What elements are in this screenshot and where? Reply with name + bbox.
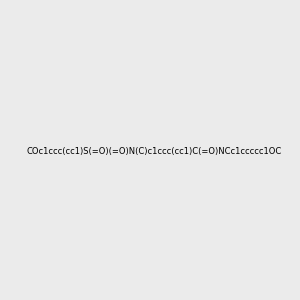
Text: COc1ccc(cc1)S(=O)(=O)N(C)c1ccc(cc1)C(=O)NCc1ccccc1OC: COc1ccc(cc1)S(=O)(=O)N(C)c1ccc(cc1)C(=O)… <box>26 147 281 156</box>
